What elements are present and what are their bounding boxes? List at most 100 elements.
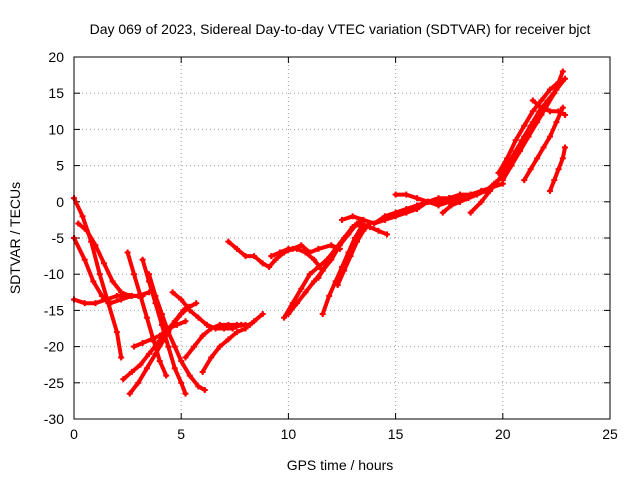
data-point: [403, 206, 410, 213]
x-axis-label: GPS time / hours: [287, 457, 394, 473]
data-point: [107, 300, 114, 307]
data-point: [465, 195, 472, 202]
data-point: [81, 300, 88, 307]
data-point: [242, 325, 249, 332]
data-point: [553, 86, 560, 93]
data-point: [195, 314, 202, 321]
series-line-arc13: [200, 312, 265, 374]
data-point: [173, 321, 180, 328]
data-point: [544, 97, 551, 104]
y-tick-label: 10: [48, 121, 64, 137]
data-point: [79, 213, 86, 220]
data-point: [225, 238, 232, 245]
data-point: [156, 332, 163, 339]
data-point: [251, 318, 258, 325]
data-point: [285, 245, 292, 252]
data-point: [281, 314, 288, 321]
data-point: [135, 379, 142, 386]
data-point: [178, 358, 185, 365]
data-point: [332, 245, 339, 252]
data-point: [124, 249, 131, 256]
data-point: [504, 155, 511, 162]
data-point: [92, 242, 99, 249]
data-point: [233, 329, 240, 336]
data-point: [128, 368, 135, 375]
data-point: [349, 224, 356, 231]
data-point: [259, 311, 266, 318]
data-point: [527, 166, 534, 173]
data-point: [456, 198, 463, 205]
data-point: [499, 177, 506, 184]
data-point: [311, 256, 318, 263]
x-tick-label: 20: [495, 426, 511, 442]
y-tick-label: 0: [56, 194, 64, 210]
data-point: [233, 321, 240, 328]
data-point: [551, 177, 558, 184]
y-tick-label: -10: [44, 266, 64, 282]
data-point: [109, 278, 116, 285]
data-point: [508, 162, 515, 169]
data-point: [208, 354, 215, 361]
data-point: [233, 245, 240, 252]
data-point: [553, 119, 560, 126]
data-point: [276, 249, 283, 256]
data-point: [216, 343, 223, 350]
y-tick-label: 5: [56, 158, 64, 174]
data-point: [546, 187, 553, 194]
data-point: [178, 379, 185, 386]
data-point: [414, 202, 421, 209]
data-point: [152, 292, 159, 299]
series-line-arc20: [335, 221, 372, 288]
y-tick-label: -15: [44, 302, 64, 318]
data-point: [561, 111, 568, 118]
data-point: [124, 292, 131, 299]
data-point: [538, 97, 545, 104]
data-point: [358, 224, 365, 231]
data-point: [182, 318, 189, 325]
data-point: [152, 350, 159, 357]
data-point: [268, 253, 275, 260]
data-point: [201, 387, 208, 394]
y-tick-label: -25: [44, 375, 64, 391]
data-point: [521, 122, 528, 129]
data-point: [414, 195, 421, 202]
data-point: [191, 343, 198, 350]
data-point: [315, 263, 322, 270]
data-point: [478, 198, 485, 205]
data-point: [527, 122, 534, 129]
data-point: [171, 343, 178, 350]
x-tick-label: 5: [177, 426, 185, 442]
y-tick-label: 20: [48, 49, 64, 65]
data-point: [182, 390, 189, 397]
data-point: [561, 75, 568, 82]
data-point: [118, 354, 125, 361]
x-tick-label: 25: [602, 426, 618, 442]
data-point: [208, 325, 215, 332]
data-point: [536, 108, 543, 115]
data-point: [156, 358, 163, 365]
data-point: [225, 336, 232, 343]
data-point: [216, 321, 223, 328]
x-tick-label: 0: [70, 426, 78, 442]
data-point: [326, 292, 333, 299]
data-point: [347, 253, 354, 260]
data-point: [341, 267, 348, 274]
data-point: [521, 177, 528, 184]
x-tick-label: 10: [281, 426, 297, 442]
data-point: [403, 191, 410, 198]
data-point: [143, 314, 150, 321]
data-point: [182, 354, 189, 361]
data-point: [83, 227, 90, 234]
data-point: [137, 361, 144, 368]
data-point: [90, 278, 97, 285]
data-point: [171, 365, 178, 372]
data-point: [381, 213, 388, 220]
data-point: [486, 187, 493, 194]
data-point: [339, 216, 345, 223]
y-tick-label: -30: [44, 411, 64, 427]
data-point: [137, 292, 144, 299]
data-point: [559, 68, 566, 75]
data-point: [199, 368, 206, 375]
data-point: [242, 253, 249, 260]
